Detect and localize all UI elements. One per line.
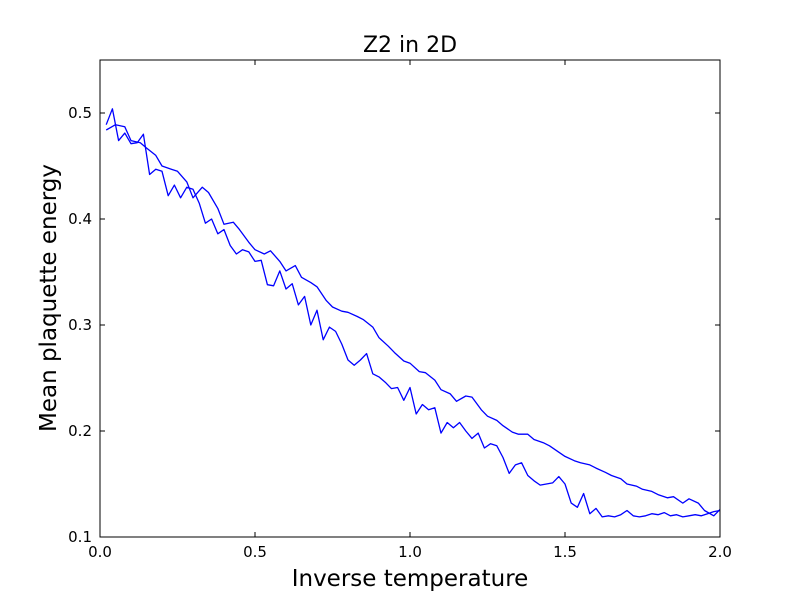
x-tick-label: 1.0: [398, 543, 422, 561]
y-tick-label: 0.5: [68, 104, 92, 122]
x-tick-label: 1.5: [553, 543, 577, 561]
series-line-2: [105, 124, 721, 517]
x-tick-label: 0.5: [243, 543, 267, 561]
series-line-1: [105, 108, 721, 518]
x-axis-title: Inverse temperature: [292, 566, 529, 592]
y-tick-label: 0.4: [68, 210, 92, 228]
y-tick-label: 0.3: [68, 316, 92, 334]
chart-title: Z2 in 2D: [363, 33, 457, 58]
y-axis-title: Mean plaquette energy: [36, 164, 62, 432]
series-layer: [105, 108, 721, 518]
x-tick-label: 0.0: [88, 543, 112, 561]
y-tick-label: 0.1: [68, 528, 92, 546]
x-tick-label: 2.0: [708, 543, 732, 561]
y-tick-label: 0.2: [68, 422, 92, 440]
tick-layer: 0.0 0.5 1.0 1.5 2.0 0.1 0.2 0.3 0.4 0.5: [68, 60, 732, 561]
